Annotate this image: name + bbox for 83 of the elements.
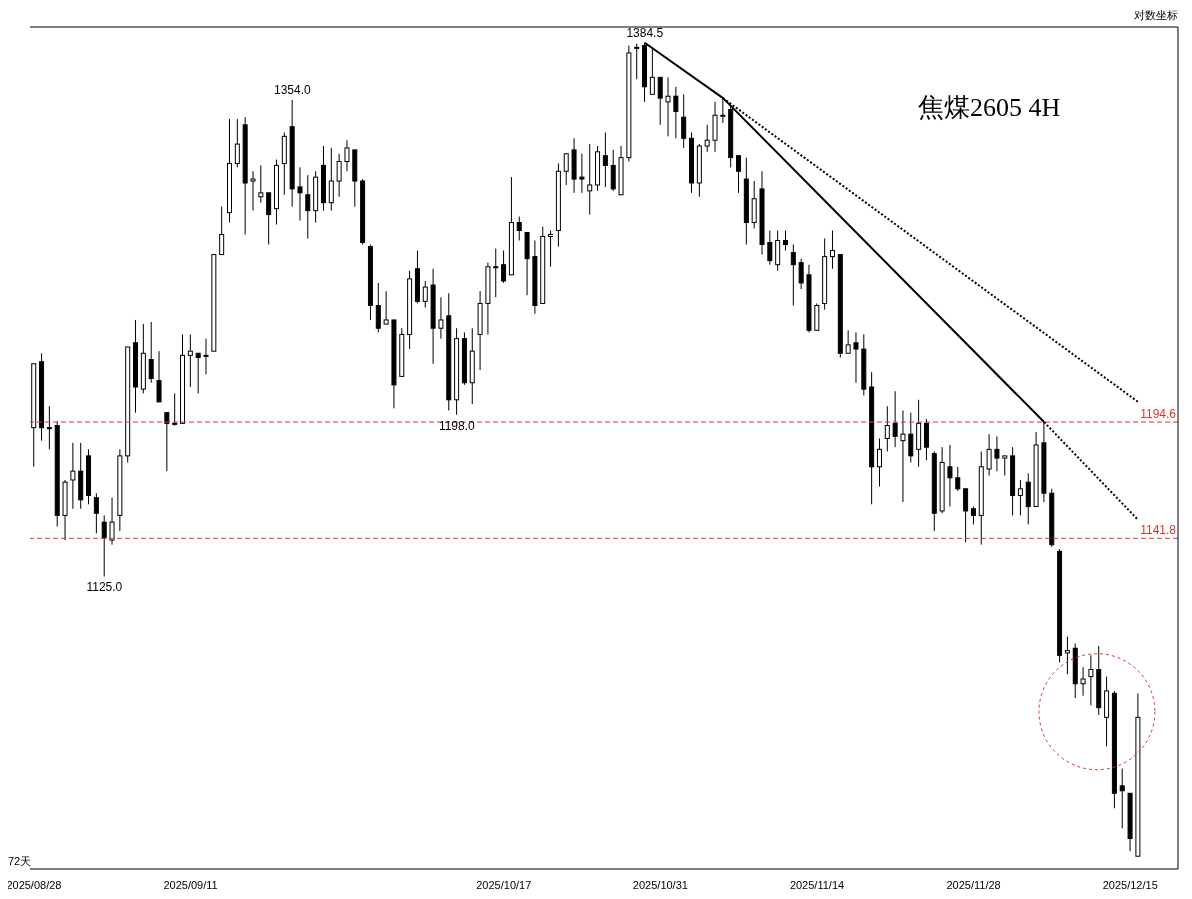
candlestick <box>148 321 154 384</box>
text: 对数坐标 <box>1134 8 1178 23</box>
candlestick <box>798 258 804 290</box>
candlestick <box>438 296 444 340</box>
x-tick-label: 2025/09/11 <box>163 879 218 891</box>
candlestick <box>422 280 428 309</box>
candlestick <box>172 392 178 427</box>
candlestick <box>790 244 796 307</box>
candlestick <box>336 153 342 198</box>
candlestick <box>1119 768 1125 829</box>
candlestick <box>548 230 554 268</box>
candlestick <box>602 132 608 188</box>
candlestick <box>947 444 953 508</box>
candlestick <box>908 412 914 463</box>
candlestick <box>501 250 507 284</box>
candlestick <box>634 43 640 80</box>
ref-line-label: 1141.8 <box>1140 523 1177 538</box>
candlestick <box>375 282 381 333</box>
annotation: 1384.5 <box>626 25 664 40</box>
candlestick <box>258 164 264 204</box>
x-tick-label: 2025/10/31 <box>632 879 688 891</box>
candlestick <box>328 147 334 212</box>
candlestick <box>704 124 710 153</box>
x-tick-label: 2025/10/17 <box>476 879 532 891</box>
candlestick <box>297 166 303 222</box>
candlestick <box>587 143 593 216</box>
candlestick <box>46 405 52 450</box>
candlestick <box>266 192 272 246</box>
candlestick <box>665 76 671 137</box>
annotation: 1198.0 <box>438 418 476 433</box>
annotation: 1354.0 <box>273 83 312 98</box>
x-tick-label: 2025/11/28 <box>946 879 1001 891</box>
candlestick <box>1088 654 1094 706</box>
candlestick <box>250 170 256 212</box>
candlestick <box>1002 455 1008 477</box>
candlestick <box>876 437 882 488</box>
candlestick <box>783 230 788 252</box>
annotation: 1125.0 <box>86 580 123 595</box>
candlestick <box>673 86 679 139</box>
candlestick <box>900 409 906 503</box>
candlestick <box>1080 666 1086 697</box>
candlestick <box>963 488 969 543</box>
candlestick <box>305 174 311 240</box>
candlestick <box>767 230 773 266</box>
candlestick <box>563 153 569 186</box>
candlestick <box>579 153 585 194</box>
candlestick <box>93 492 99 534</box>
candlestick <box>156 350 162 403</box>
candlestick <box>101 514 107 577</box>
candlestick <box>109 497 115 546</box>
candlestick <box>986 433 992 477</box>
candlestick <box>383 290 389 325</box>
candlestick <box>187 333 193 388</box>
candlestick <box>164 412 170 472</box>
candlestick <box>219 206 225 256</box>
candlestick <box>203 338 209 375</box>
candlestick <box>884 405 890 453</box>
candlestick <box>610 149 616 192</box>
candlestick <box>681 93 687 149</box>
candlestick <box>829 230 835 270</box>
text: 焦煤2605 4H <box>918 92 1061 124</box>
candlestick <box>923 418 929 461</box>
candlestick <box>1017 479 1023 516</box>
candlestick <box>994 435 1000 472</box>
candlestick <box>845 329 851 354</box>
candlestick <box>736 155 742 194</box>
candlestick <box>1064 636 1070 675</box>
x-tick-label: 2025/12/15 <box>1102 879 1158 891</box>
candlestick <box>751 180 757 230</box>
candlestick <box>649 46 655 95</box>
candlestick <box>195 352 201 394</box>
candlestick <box>892 390 898 448</box>
candlestick <box>234 118 240 168</box>
annotation: 72天 <box>8 854 32 869</box>
candlestick <box>955 466 961 492</box>
candlestick <box>344 139 350 172</box>
candlestick <box>70 442 76 510</box>
ref-line-label: 1194.6 <box>1140 407 1177 422</box>
candlestick <box>516 216 522 242</box>
x-tick-label: 2025/11/14 <box>789 879 845 891</box>
candlestick <box>657 76 663 126</box>
candlestick <box>853 331 859 384</box>
candlestick <box>493 248 499 298</box>
